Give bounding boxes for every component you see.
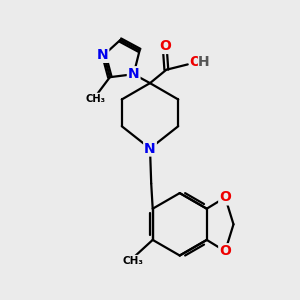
Text: N: N (97, 48, 108, 62)
Text: N: N (144, 142, 156, 155)
Text: H: H (198, 55, 210, 69)
Text: O: O (189, 55, 201, 69)
Text: N: N (128, 67, 140, 81)
Text: CH₃: CH₃ (85, 94, 105, 103)
Text: CH₃: CH₃ (123, 256, 144, 266)
Text: O: O (159, 39, 171, 53)
Text: O: O (219, 244, 231, 258)
Text: O: O (219, 190, 231, 204)
